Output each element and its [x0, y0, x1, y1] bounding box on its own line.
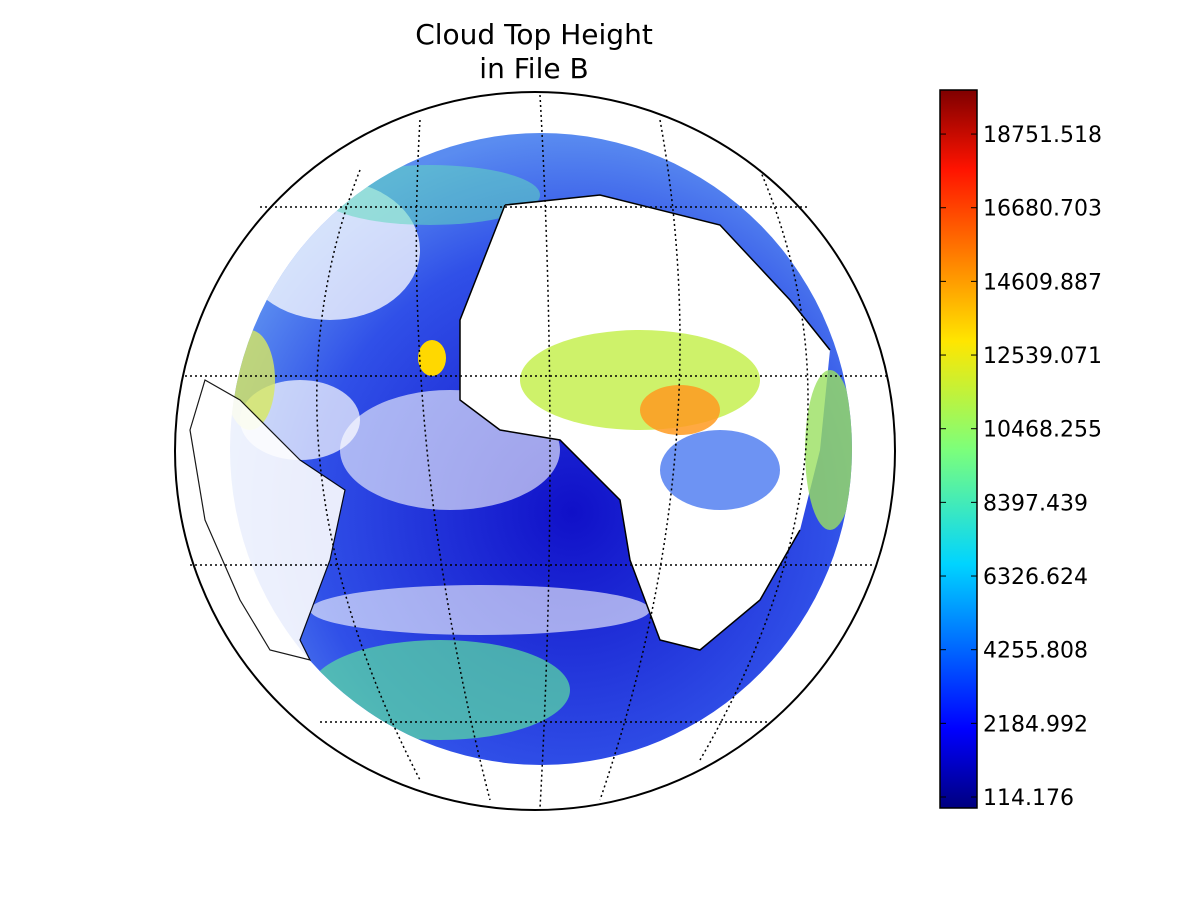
cloud-patch — [805, 370, 852, 530]
colorbar-tick-label: 16680.703 — [983, 197, 1102, 222]
colorbar-tick-label: 10468.255 — [983, 418, 1102, 443]
cloud-patch — [310, 585, 650, 635]
title-line: in File B — [479, 52, 588, 85]
colorbar: 114.176 2184.992 4255.808 6326.624 8397.439 1… — [939, 89, 1102, 811]
colorbar-tick-label: 114.176 — [983, 786, 1074, 811]
cloud-patch — [310, 640, 570, 740]
globe — [174, 91, 896, 811]
title-line: Cloud Top Height — [415, 18, 653, 51]
colorbar-tick-label: 2184.992 — [983, 712, 1088, 737]
colorbar-body — [939, 89, 978, 809]
cloud-patch — [660, 430, 780, 510]
cloud-patch — [640, 385, 720, 435]
colorbar-tick-label: 8397.439 — [983, 491, 1088, 516]
colorbar-tick-label: 12539.071 — [983, 344, 1102, 369]
colorbar-tick-label: 14609.887 — [983, 270, 1102, 295]
colorbar-tick-label: 6326.624 — [983, 565, 1088, 590]
graticule — [185, 94, 890, 809]
coastline — [459, 194, 831, 651]
cloud-patch — [520, 330, 760, 430]
cloud-patch — [418, 340, 446, 376]
cloud-field — [230, 165, 852, 740]
globe-limb — [174, 91, 896, 811]
land-south-america — [189, 379, 346, 661]
colorbar-tick-label: 18751.518 — [983, 123, 1102, 148]
colorbar-tick-label: 4255.808 — [983, 639, 1088, 664]
